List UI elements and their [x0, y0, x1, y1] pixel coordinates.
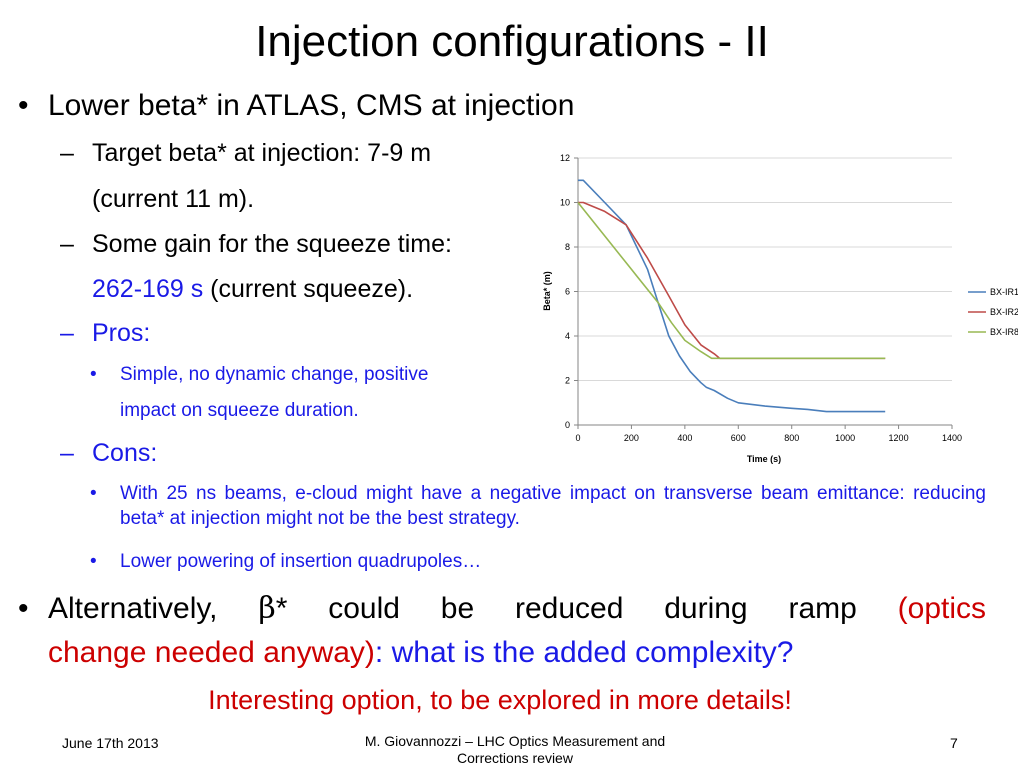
x-tick-label: 1400: [942, 433, 962, 443]
gridlines: [578, 157, 952, 426]
alt-text-b: * could be reduced during ramp: [275, 592, 898, 625]
alt-text-red-cont: change needed anyway): [48, 636, 375, 669]
squeeze-time-note: (current squeeze).: [203, 275, 414, 303]
x-tick-label: 400: [677, 433, 692, 443]
beta-star-chart: 0 2 4 6 8 10 12 0 200 400 600 800 1000 1200 1400 BX-IR…: [542, 153, 1018, 464]
bullet-alternatively-line2: change needed anyway): what is the added…: [48, 634, 794, 672]
sub-squeeze-gain-cont: 262-169 s (current squeeze).: [92, 274, 413, 304]
y-tick-label: 4: [565, 331, 570, 341]
alt-text-red: (optics: [897, 592, 986, 625]
sub-pros: Pros:: [92, 319, 151, 347]
footer-page-number: 7: [950, 735, 958, 751]
legend: BX-IR1 BX-IR2 BX-IR8: [968, 287, 1018, 337]
sub-cons: Cons:: [92, 439, 158, 467]
slide-title: Injection configurations - II: [255, 17, 769, 66]
series-lines: [577, 179, 886, 413]
bullet-alternatively-line1: Alternatively, β* could be reduced durin…: [48, 590, 986, 628]
legend-label: BX-IR8: [990, 327, 1018, 337]
small-bullet-marker: •: [90, 551, 97, 572]
x-tick-label: 1200: [889, 433, 909, 443]
axes: 0 2 4 6 8 10 12 0 200 400 600 800 1000 1200 1400: [560, 153, 962, 443]
pros-item-line1: Simple, no dynamic change, positive: [120, 364, 429, 385]
y-tick-label: 12: [560, 153, 570, 163]
sub-target-beta: Target beta* at injection: 7-9 m: [92, 139, 432, 167]
squeeze-time-value: 262-169 s: [92, 275, 204, 303]
x-tick-label: 800: [784, 433, 799, 443]
dash-marker: –: [60, 139, 74, 167]
conclusion-text: Interesting option, to be explored in mo…: [208, 685, 792, 715]
y-axis-label: Beta* (m): [542, 271, 552, 311]
sub-squeeze-gain: Some gain for the squeeze time:: [92, 230, 452, 258]
x-tick-label: 0: [575, 433, 580, 443]
cons-item-ecloud: With 25 ns beams, e-cloud might have a n…: [120, 483, 986, 529]
footer-date: June 17th 2013: [62, 735, 159, 751]
y-tick-label: 0: [565, 420, 570, 430]
footer-author-line1: M. Giovannozzi – LHC Optics Measurement …: [364, 733, 666, 749]
y-tick-label: 10: [560, 198, 570, 208]
series-line-bx-ir8: [577, 202, 886, 360]
alt-text-a: Alternatively,: [48, 592, 259, 625]
dash-marker: –: [60, 439, 74, 467]
beta-symbol: β: [258, 591, 276, 626]
y-tick-label: 6: [565, 287, 570, 297]
small-bullet-marker: •: [90, 483, 97, 504]
footer-author-line2: Corrections review: [457, 750, 573, 766]
legend-label: BX-IR1: [990, 287, 1018, 297]
x-tick-label: 600: [731, 433, 746, 443]
y-tick-label: 8: [565, 242, 570, 252]
x-tick-label: 1000: [835, 433, 855, 443]
series-line-bx-ir1: [578, 179, 886, 413]
bullet-marker: •: [18, 89, 29, 122]
footer-author: M. Giovannozzi – LHC Optics Measurement …: [300, 733, 730, 767]
legend-label: BX-IR2: [990, 307, 1018, 317]
dash-marker: –: [60, 319, 74, 347]
series-line-bx-ir2: [578, 201, 886, 360]
bullet-marker: •: [18, 592, 29, 625]
x-axis-label: Time (s): [747, 454, 781, 464]
pros-item-line2: impact on squeeze duration.: [120, 400, 359, 421]
small-bullet-marker: •: [90, 364, 97, 385]
cons-item-quadrupoles: Lower powering of insertion quadrupoles…: [120, 551, 482, 572]
alt-text-question: : what is the added complexity?: [374, 636, 794, 669]
bullet-lower-beta: Lower beta* in ATLAS, CMS at injection: [48, 89, 575, 122]
sub-target-beta-cont: (current 11 m).: [92, 185, 255, 213]
x-tick-label: 200: [624, 433, 639, 443]
dash-marker: –: [60, 230, 74, 258]
y-tick-label: 2: [565, 376, 570, 386]
